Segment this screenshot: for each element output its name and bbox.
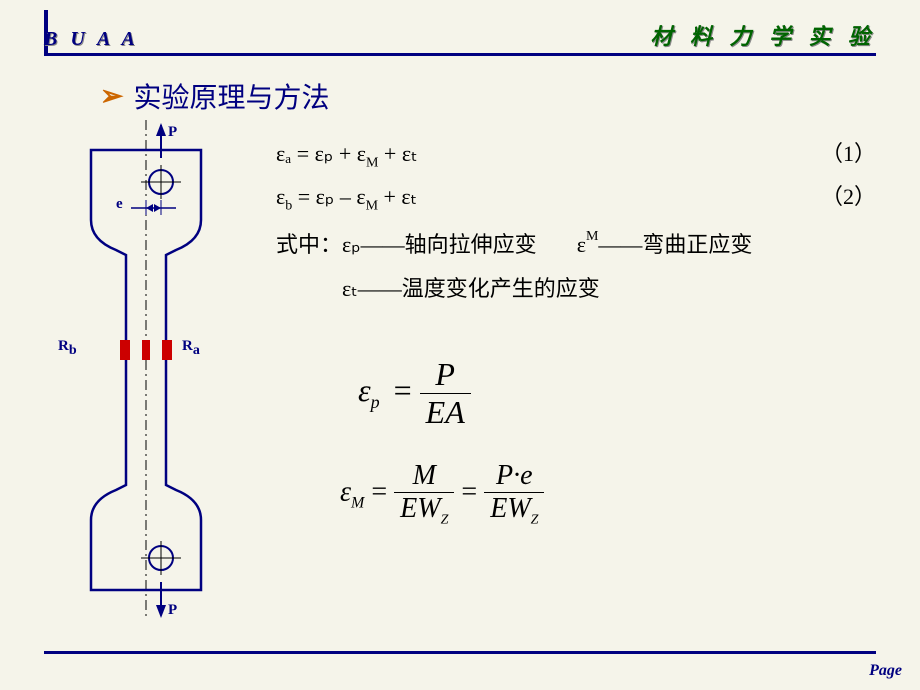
footer-divider xyxy=(44,651,876,654)
symbol-definitions: 式中： εₚ——轴向拉伸应变 εM——弯曲正应变 εₜ——温度变化产生的应变 xyxy=(276,223,876,311)
label-p-bottom: P xyxy=(168,602,177,619)
buaa-logo: B U A A xyxy=(44,28,139,51)
equation-1: εₐ = εₚ + εM + εₜ （1） xyxy=(276,136,876,171)
header: B U A A 材 料 力 学 实 验 xyxy=(44,28,876,56)
section-title-text: 实验原理与方法 xyxy=(133,76,329,116)
equation-2: εb = εₚ – εM + εₜ （2） xyxy=(276,179,876,214)
label-ra: Ra xyxy=(182,338,200,359)
equation-2-number: （2） xyxy=(821,179,876,211)
subject-title: 材 料 力 学 实 验 xyxy=(650,19,876,51)
bullet-arrow-icon: ➢ xyxy=(100,79,123,113)
label-p-top: P xyxy=(168,124,177,141)
formula-ep: εp = P EA xyxy=(358,356,471,431)
label-e: e xyxy=(116,196,123,213)
label-rb: Rb xyxy=(58,338,77,359)
formula-eM: εM = M EWZ = P·e EWZ xyxy=(340,460,544,529)
footer-page: Page xyxy=(869,662,902,680)
equation-1-number: （1） xyxy=(821,136,876,168)
specimen-diagram: P P e Rb Ra xyxy=(56,120,236,620)
equations-block: εₐ = εₚ + εM + εₜ （1） εb = εₚ – εM + εₜ … xyxy=(276,136,876,311)
section-title: ➢ 实验原理与方法 xyxy=(100,76,329,116)
